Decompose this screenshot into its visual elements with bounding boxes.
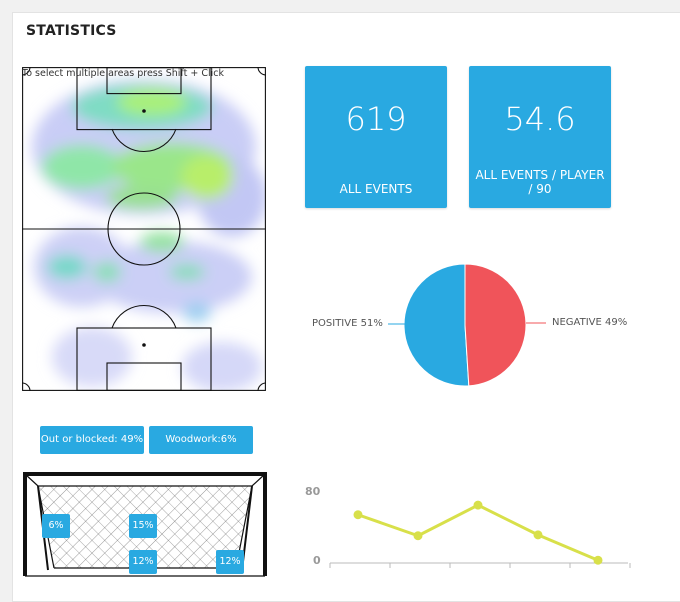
pie-label-negative: NEGATIVE 49% <box>552 317 628 328</box>
line-chart-svg: 80 0 <box>305 485 631 568</box>
pie-slice-positive[interactable] <box>403 263 470 387</box>
pie-slice-negative[interactable] <box>464 263 527 387</box>
goal-zone-bottom-right[interactable]: 12% <box>216 550 244 574</box>
x-ticks <box>329 563 631 568</box>
y-tick-bottom: 0 <box>313 554 321 567</box>
series-point-1[interactable] <box>353 510 363 520</box>
series-points <box>353 500 603 565</box>
goal-zone-top-center[interactable]: 15% <box>129 514 157 538</box>
series-point-4[interactable] <box>533 530 543 540</box>
all-events-label: ALL EVENTS <box>339 182 413 196</box>
series-point-2[interactable] <box>413 531 423 541</box>
heatmap-layer <box>32 79 266 391</box>
events-line-chart: 80 0 <box>300 478 640 578</box>
events-per-player-label: ALL EVENTS / PLAYER / 90 <box>475 168 605 196</box>
series-point-5[interactable] <box>593 555 603 565</box>
goal-map: 6% 15% 12% 12% <box>22 470 268 580</box>
pie-svg <box>388 263 546 387</box>
series-point-3[interactable] <box>473 500 483 510</box>
goal-zone-top-left[interactable]: 6% <box>42 514 70 538</box>
pitch-lines <box>22 67 266 391</box>
section-title: STATISTICS <box>26 23 117 39</box>
all-events-value: 619 <box>345 100 407 138</box>
heatmap-hint: To select multiple areas press Shift + C… <box>22 68 224 79</box>
y-tick-top: 80 <box>305 485 321 498</box>
pie-label-positive: POSITIVE 51% <box>312 318 383 329</box>
series-line <box>357 503 599 562</box>
events-per-player-value: 54.6 <box>504 100 576 138</box>
filter-woodwork[interactable]: Woodwork:6% <box>149 426 253 454</box>
events-pie-chart: POSITIVE 51% NEGATIVE 49% <box>300 255 660 395</box>
events-per-player-card: 54.6 ALL EVENTS / PLAYER / 90 <box>469 66 611 208</box>
heatmap-pitch[interactable] <box>22 67 266 391</box>
filter-out-or-blocked[interactable]: Out or blocked: 49% <box>40 426 144 454</box>
goal-zone-bottom-center[interactable]: 12% <box>129 550 157 574</box>
all-events-card: 619 ALL EVENTS <box>305 66 447 208</box>
